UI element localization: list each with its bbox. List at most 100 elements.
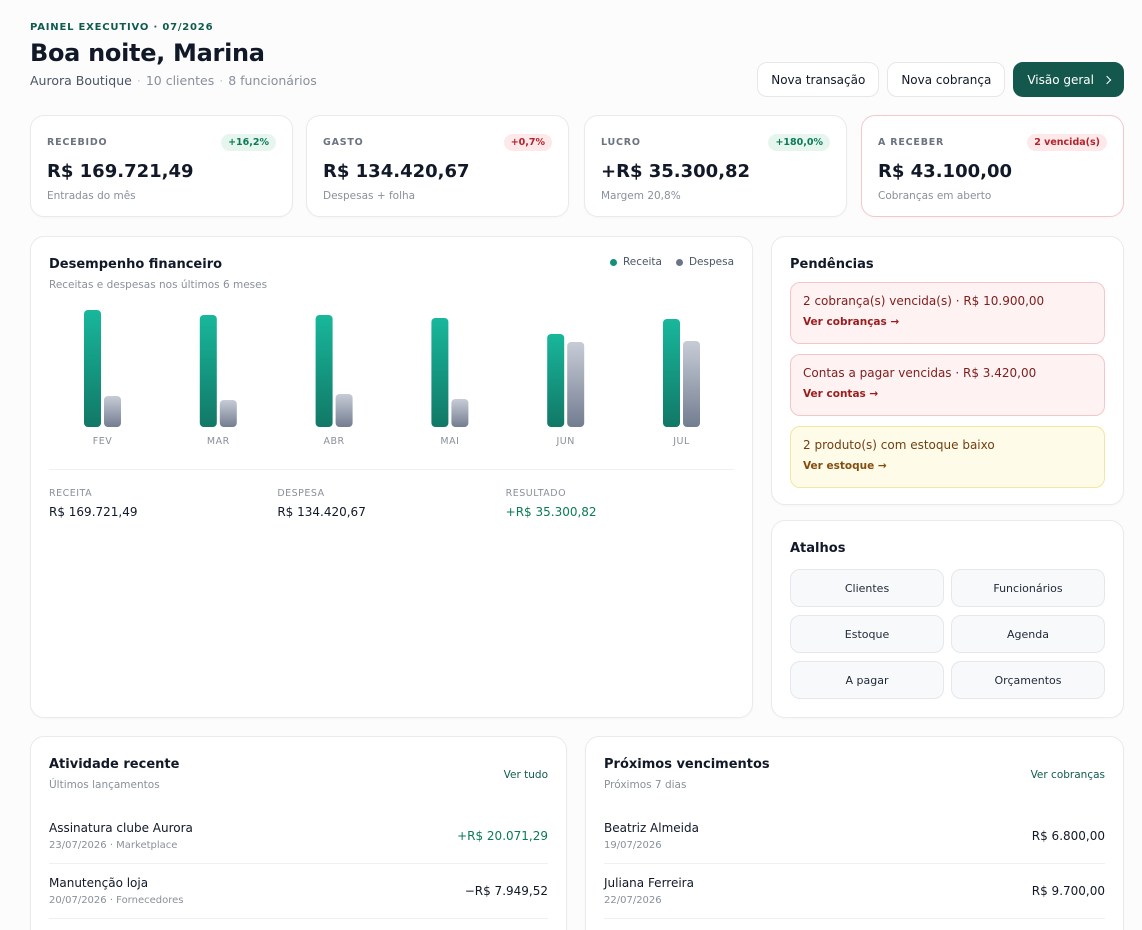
x-tick-label: FEV [93,436,112,447]
total-value: R$ 169.721,49 [49,505,138,519]
stat-badge-overdue: 2 vencida(s) [1027,134,1107,151]
row-title: Manutenção loja [49,876,149,890]
overview-button-label: Visão geral [1027,72,1094,87]
company-name: Aurora Boutique [30,73,132,88]
stat-value: R$ 43.100,00 [878,161,1012,182]
legend-dot-icon [609,258,617,266]
shortcut-stock-button[interactable]: Estoque [790,615,944,653]
stat-card-spent[interactable]: GASTO +0,7% R$ 134.420,67 Despesas + fol… [306,115,569,217]
row-meta: 19/07/2026 [604,840,662,851]
total-result: RESULTADO +R$ 35.300,82 [506,488,734,519]
bar-expense-mai[interactable] [451,399,469,427]
stat-note: Cobranças em aberto [878,190,992,202]
shortcut-employees-button[interactable]: Funcionários [951,569,1105,607]
stat-note: Entradas do mês [47,190,136,202]
activity-title: Atividade recente [49,757,180,772]
bar-revenue-jul[interactable] [663,319,680,427]
legend-item-expense: Despesa [675,256,734,268]
stat-label: A RECEBER [878,137,945,148]
row-amount: R$ 6.800,00 [1031,829,1105,843]
stat-badge: +0,7% [503,134,552,151]
bar-revenue-abr[interactable] [315,315,333,427]
x-tick-label: MAI [440,436,459,447]
performance-bar-chart: FEV MAR ABR MAI JUN JUL [84,310,700,447]
pending-text: 2 cobrança(s) vencida(s) · R$ 10.900,00 [803,294,1045,308]
header-actions: Nova transação Nova cobrança Visão geral [757,62,1124,97]
page-title: Boa noite, Marina [30,39,265,67]
stat-card-receivable[interactable]: A RECEBER 2 vencida(s) R$ 43.100,00 Cobr… [861,115,1124,217]
total-revenue: RECEITA R$ 169.721,49 [49,488,277,519]
upcoming-due-panel: Próximos vencimentos Próximos 7 dias Ver… [585,736,1124,930]
bar-expense-mar[interactable] [219,400,237,427]
shortcuts-title: Atalhos [790,541,846,556]
list-item[interactable]: Beatriz Almeida 19/07/2026 R$ 6.800,00 [604,809,1105,864]
shortcuts-panel: Atalhos Clientes Funcionários Estoque Ag… [771,520,1124,718]
total-label: RESULTADO [505,488,567,499]
stat-card-profit[interactable]: LUCRO +180,0% +R$ 35.300,82 Margem 20,8% [584,115,847,217]
chart-legend: Receita Despesa [609,256,734,268]
bar-expense-abr[interactable] [335,394,353,427]
activity-subtitle: Últimos lançamentos [49,779,160,791]
pending-item-low-stock: 2 produto(s) com estoque baixo Ver estoq… [790,426,1105,488]
shortcut-quotes-button[interactable]: Orçamentos [951,661,1105,699]
bar-revenue-mar[interactable] [199,315,217,427]
x-tick-label: ABR [324,436,345,447]
row-meta: 22/07/2026 [604,895,662,906]
view-charges-link[interactable]: Ver cobranças → [803,316,900,328]
due-title: Próximos vencimentos [604,757,770,772]
pending-text: 2 produto(s) com estoque baixo [803,438,995,452]
stat-badge: +180,0% [768,134,830,151]
page-header: PAINEL EXECUTIVO · 07/2026 Boa noite, Ma… [30,22,1124,102]
bar-revenue-jun[interactable] [547,334,565,427]
row-amount: R$ 9.700,00 [1031,884,1105,898]
bar-expense-jun[interactable] [567,342,585,427]
total-label: DESPESA [277,488,325,499]
clients-count: 10 clientes [145,73,215,88]
legend-label: Despesa [688,256,734,268]
pending-title: Pendências [790,257,874,272]
view-stock-link[interactable]: Ver estoque → [803,460,887,472]
separator-dot: · [219,73,224,88]
legend-label: Receita [622,256,662,268]
view-bills-link[interactable]: Ver contas → [803,388,879,400]
bar-expense-fev[interactable] [104,396,121,427]
x-tick-label: JUL [672,436,690,447]
total-value: R$ 134.420,67 [277,505,366,519]
new-transaction-button[interactable]: Nova transação [757,62,880,97]
stat-label: LUCRO [601,137,641,148]
overview-button[interactable]: Visão geral [1013,62,1124,97]
list-item[interactable]: Assinatura clube Aurora 23/07/2026 · Mar… [49,809,548,864]
shortcut-schedule-button[interactable]: Agenda [951,615,1105,653]
stat-note: Margem 20,8% [601,190,681,202]
performance-totals: RECEITA R$ 169.721,49 DESPESA R$ 134.420… [49,469,734,519]
due-subtitle: Próximos 7 dias [604,779,687,791]
row-amount: −R$ 7.949,52 [464,884,548,898]
stat-badge: +16,2% [221,134,276,151]
row-title: Beatriz Almeida [604,821,699,835]
due-list: Beatriz Almeida 19/07/2026 R$ 6.800,00 J… [604,809,1105,919]
bar-revenue-mai[interactable] [431,318,449,427]
view-charges-link[interactable]: Ver cobranças [1030,769,1105,781]
stat-label: GASTO [323,137,364,148]
performance-subtitle: Receitas e despesas nos últimos 6 meses [49,279,268,291]
employees-count: 8 funcionários [228,73,317,88]
performance-title: Desempenho financeiro [49,257,223,272]
shortcut-clients-button[interactable]: Clientes [790,569,944,607]
list-item[interactable]: Manutenção loja 20/07/2026 · Fornecedore… [49,864,548,919]
performance-panel: Desempenho financeiro Receitas e despesa… [30,236,753,718]
stat-label: RECEBIDO [47,137,108,148]
stat-value: R$ 169.721,49 [47,161,194,182]
page-eyebrow: PAINEL EXECUTIVO · 07/2026 [30,22,214,33]
list-item[interactable]: Juliana Ferreira 22/07/2026 R$ 9.700,00 [604,864,1105,919]
pending-panel: Pendências 2 cobrança(s) vencida(s) · R$… [771,236,1124,505]
pending-item-overdue-charges: 2 cobrança(s) vencida(s) · R$ 10.900,00 … [790,282,1105,344]
shortcut-payables-button[interactable]: A pagar [790,661,944,699]
activity-list: Assinatura clube Aurora 23/07/2026 · Mar… [49,809,548,919]
chevron-right-icon [1102,75,1112,84]
bar-revenue-fev[interactable] [84,310,101,427]
stat-card-received[interactable]: RECEBIDO +16,2% R$ 169.721,49 Entradas d… [30,115,293,217]
bar-expense-jul[interactable] [683,341,700,427]
new-charge-button[interactable]: Nova cobrança [887,62,1006,97]
view-all-link[interactable]: Ver tudo [503,769,548,781]
stat-value: R$ 134.420,67 [323,161,470,182]
